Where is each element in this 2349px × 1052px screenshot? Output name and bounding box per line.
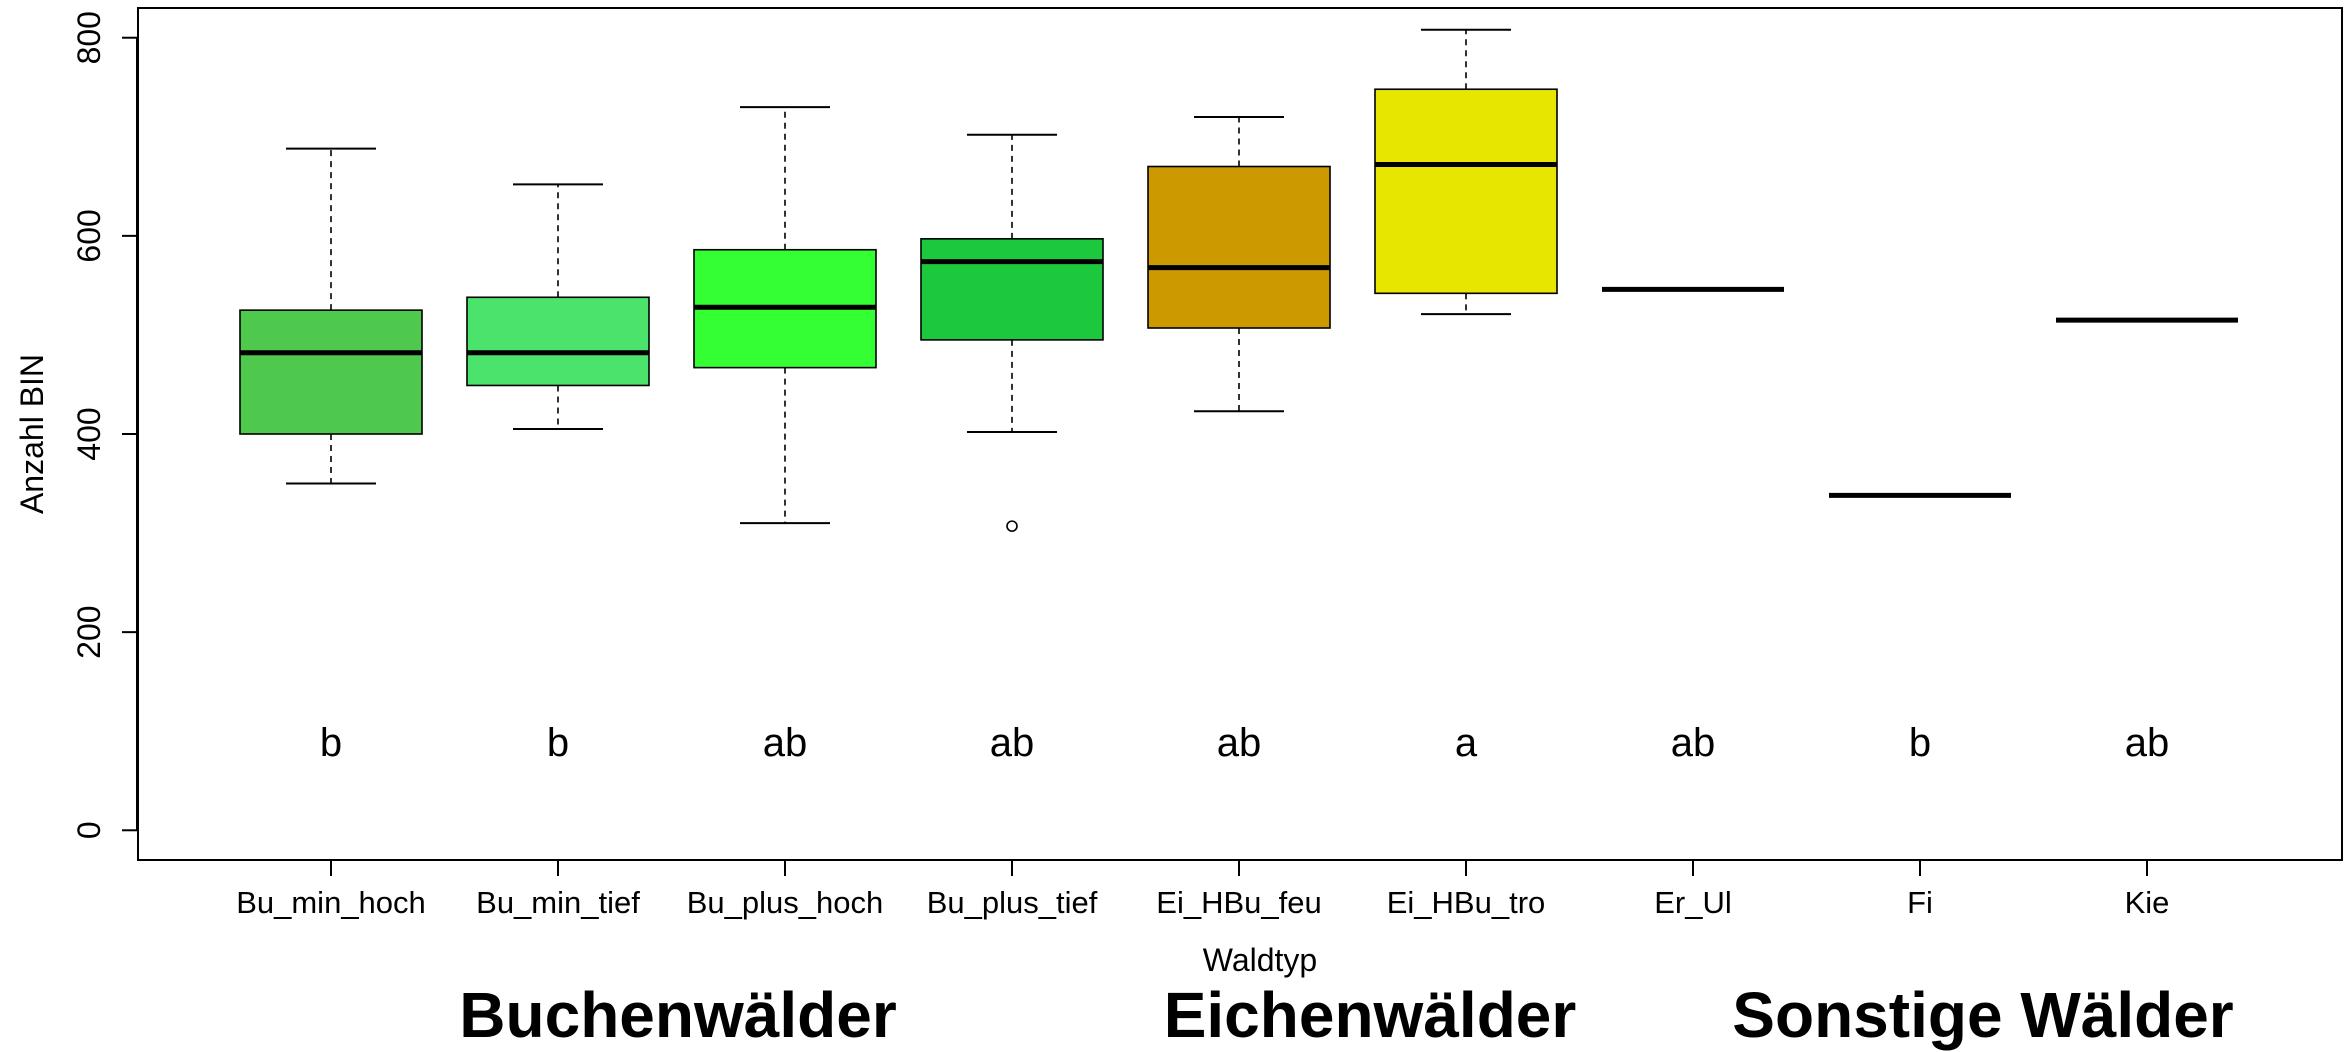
x-tick-label: Bu_plus_tief [927,885,1098,920]
y-tick-label: 400 [71,407,107,460]
significance-letter: b [1909,721,1931,765]
significance-letter: ab [763,721,808,765]
y-axis: 0 200 400 600 800 [71,11,138,839]
significance-letter: ab [1671,721,1716,765]
x-tick-label: Er_Ul [1654,885,1732,920]
iqr-box [1147,165,1331,329]
iqr-box [1374,88,1558,295]
y-tick-label: 600 [71,209,107,262]
x-tick-label: Bu_min_hoch [236,885,426,920]
x-axis-title: Waldtyp [1203,942,1317,978]
x-tick-label: Ei_HBu_feu [1156,885,1321,920]
box-bu-plus-tief [920,133,1104,532]
group-label-sonstige-waelder: Sonstige Wälder [1732,979,2234,1051]
box-series [239,28,2238,532]
x-tick-label: Bu_min_tief [476,885,640,920]
x-tick-label: Ei_HBu_tro [1387,885,1546,920]
box-bu-min-hoch [239,147,423,485]
significance-letter: b [547,721,569,765]
x-axis: Bu_min_hoch Bu_min_tief Bu_plus_hoch Bu_plu… [236,859,2170,920]
outlier-point [1006,520,1018,532]
significance-letter: b [320,721,342,765]
y-tick-label: 0 [71,821,107,839]
significance-letter: ab [2125,721,2170,765]
significance-letter: ab [1217,721,1262,765]
y-tick-label: 200 [71,605,107,658]
y-tick-label: 800 [71,11,107,64]
iqr-box [920,238,1104,341]
group-label-buchenwaelder: Buchenwälder [459,979,897,1051]
iqr-box [466,296,650,387]
significance-letter: a [1455,721,1478,765]
box-bu-min-tief [466,183,650,431]
y-axis-title: Anzahl BIN [14,354,50,514]
iqr-box [239,309,423,435]
significance-letters: b b ab ab ab a ab b ab [320,721,2169,765]
x-tick-label: Bu_plus_hoch [687,885,884,920]
group-label-eichenwaelder: Eichenwälder [1163,979,1577,1051]
box-ei-hbu-feu [1147,115,1331,413]
x-tick-label: Fi [1907,885,1933,920]
x-tick-label: Kie [2125,885,2170,920]
significance-letter: ab [990,721,1035,765]
box-ei-hbu-tro [1374,28,1558,316]
box-bu-plus-hoch [693,106,877,525]
